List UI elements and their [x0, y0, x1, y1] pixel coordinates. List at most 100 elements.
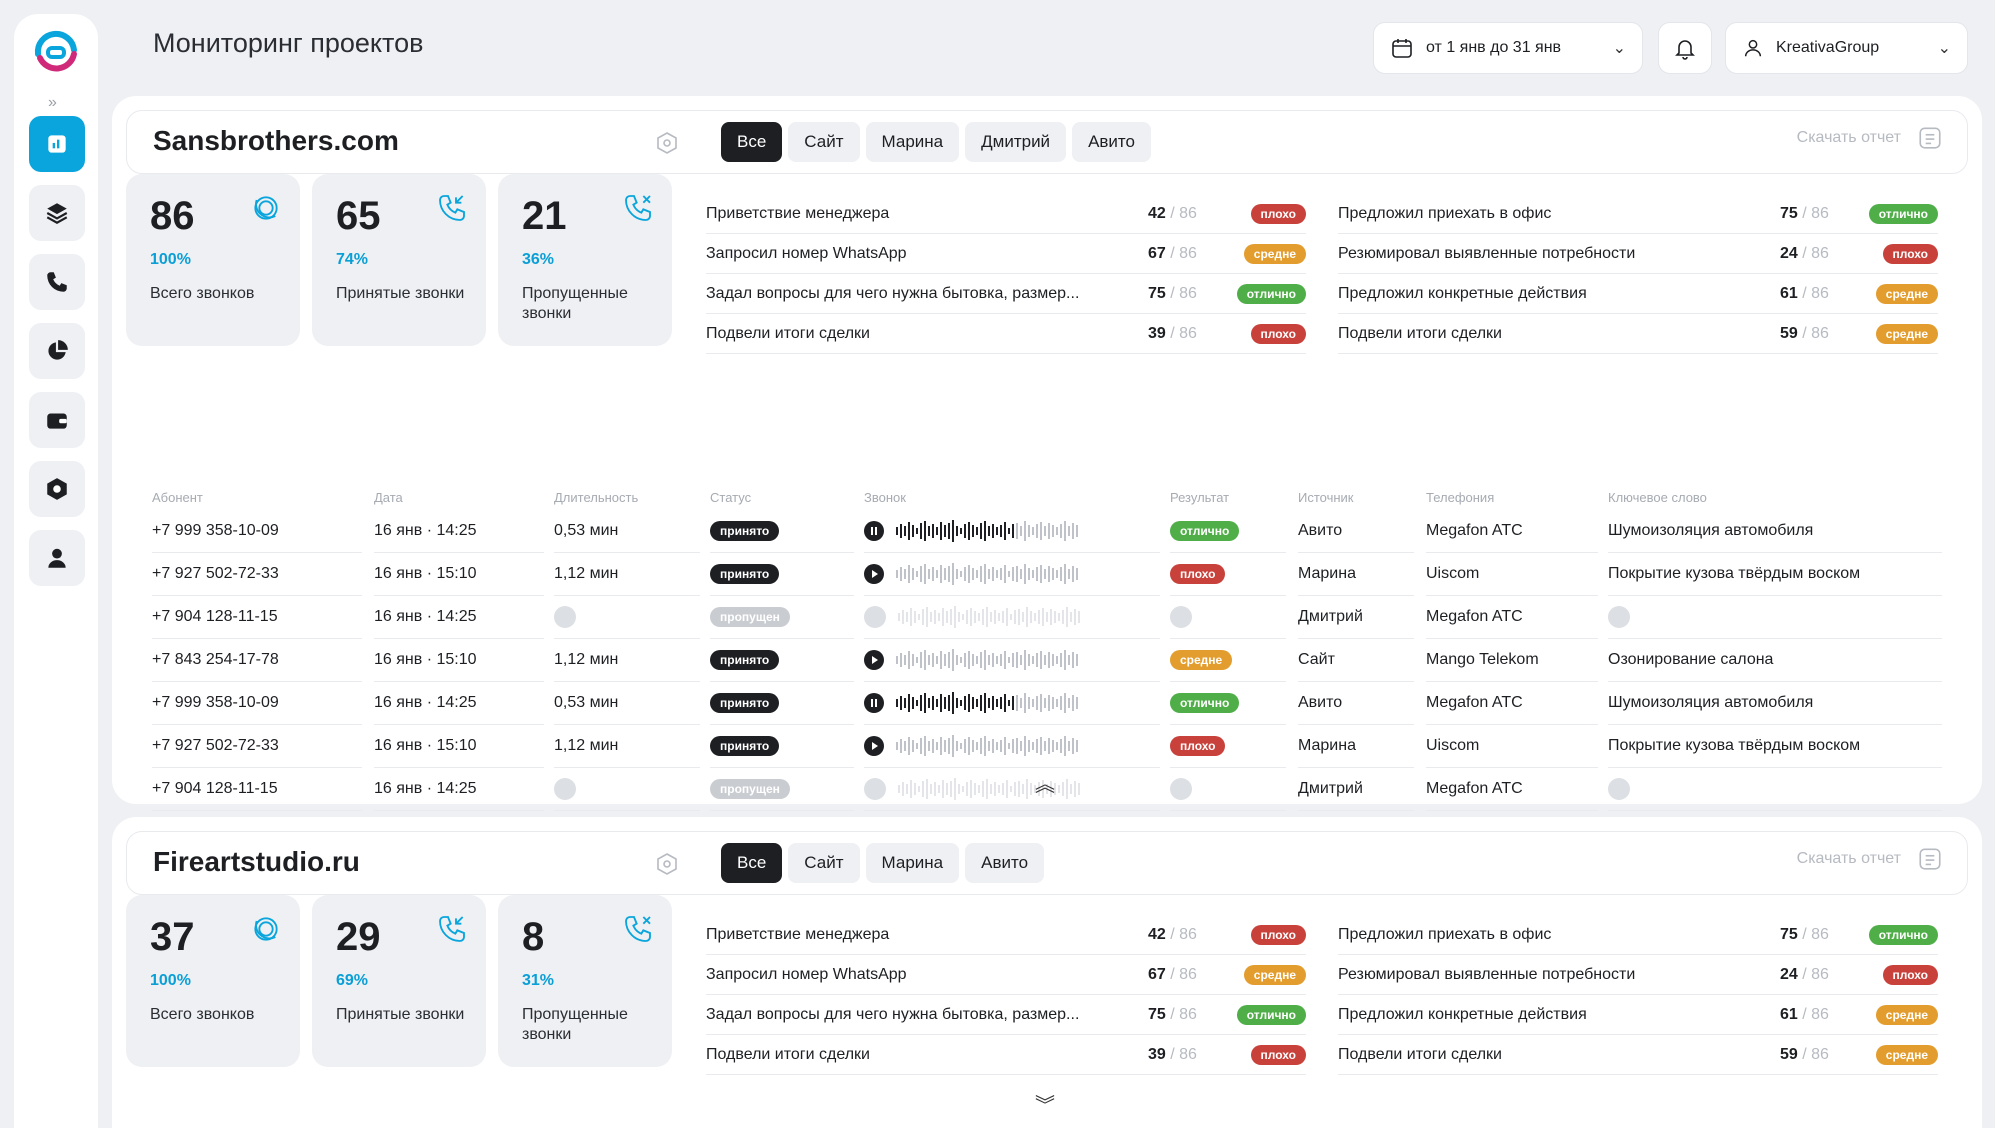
nav-profile[interactable]	[29, 530, 85, 586]
cell-status: принято	[710, 725, 854, 768]
empty-dot-icon	[1608, 606, 1630, 628]
project-settings-icon[interactable]	[655, 131, 679, 155]
stat-value: 37	[150, 915, 195, 960]
rating-badge: отлично	[1237, 1005, 1306, 1025]
stat-card: 37 100% Всего звонков	[126, 895, 300, 1067]
call-keyword: Шумоизоляция автомобиля	[1608, 694, 1813, 712]
call-telephony: Uiscom	[1426, 737, 1479, 755]
cell-keyword: Покрытие кузова твёрдым воском	[1608, 553, 1942, 596]
rating-badge: плохо	[1883, 965, 1938, 985]
rating-badge: плохо	[1251, 1045, 1306, 1065]
cell-duration	[554, 768, 700, 811]
status-badge: принято	[710, 564, 779, 584]
tab-all[interactable]: Все	[721, 843, 782, 883]
rating-badge: плохо	[1251, 204, 1306, 224]
criterion-row: Предложил конкретные действия 61 / 86 сред…	[1338, 274, 1938, 314]
tab-avito[interactable]: Авито	[965, 843, 1044, 883]
account-picker[interactable]: KreativaGroup ⌄	[1725, 22, 1968, 74]
result-badge: плохо	[1170, 564, 1225, 584]
status-badge: принято	[710, 693, 779, 713]
tab-site[interactable]: Сайт	[788, 843, 859, 883]
criterion-score-total: / 86	[1170, 926, 1197, 943]
cell-status: принято	[710, 682, 854, 725]
nav-settings[interactable]	[29, 461, 85, 517]
cell-source: Сайт	[1298, 639, 1414, 682]
cell-date: 16 янв · 14:25	[374, 768, 544, 811]
rating-badge: средне	[1876, 284, 1938, 304]
tab-marina[interactable]: Марина	[866, 122, 960, 162]
waveform[interactable]	[896, 563, 1078, 585]
tab-dmitry[interactable]: Дмитрий	[965, 122, 1066, 162]
expand-arrow-icon[interactable]: ︾	[1035, 1089, 1055, 1118]
waveform[interactable]	[898, 606, 1080, 628]
project-settings-icon[interactable]	[655, 852, 679, 876]
pause-icon[interactable]	[864, 521, 884, 541]
play-icon[interactable]	[864, 650, 884, 670]
cell-status: принято	[710, 510, 854, 553]
download-report-label: Скачать отчет	[1797, 850, 1901, 868]
criterion-score: 61 / 86	[1780, 285, 1850, 303]
criterion-score-total: / 86	[1802, 966, 1829, 983]
play-icon[interactable]	[864, 736, 884, 756]
tab-all[interactable]: Все	[721, 122, 782, 162]
cell-phone: +7 904 128-11-15	[152, 768, 362, 811]
waveform[interactable]	[896, 520, 1078, 542]
criterion-label: Задал вопросы для чего нужна бытовка, ра…	[706, 1006, 1148, 1024]
criterion-score: 42 / 86	[1148, 205, 1218, 223]
nav-wallet[interactable]	[29, 392, 85, 448]
nav-calls[interactable]	[29, 254, 85, 310]
cell-phone: +7 904 128-11-15	[152, 596, 362, 639]
empty-dot-icon	[1170, 778, 1192, 800]
stat-label: Пропущенные звонки	[522, 284, 652, 324]
collapse-arrow-icon[interactable]: ︽	[1035, 768, 1055, 797]
nav-analytics[interactable]	[29, 323, 85, 379]
criterion-score-value: 75	[1780, 205, 1798, 222]
call-keyword: Озонирование салона	[1608, 651, 1773, 669]
criterion-row: Приветствие менеджера 42 / 86 плохо	[706, 915, 1306, 955]
notifications-button[interactable]	[1658, 22, 1712, 74]
criterion-score-value: 24	[1780, 245, 1798, 262]
waveform[interactable]	[896, 692, 1078, 714]
report-icon	[1917, 846, 1943, 872]
cell-result	[1170, 596, 1286, 639]
criterion-score-total: / 86	[1802, 245, 1829, 262]
phone-missed-icon	[622, 913, 654, 950]
project-card: Fireartstudio.ru Все Сайт Марина Авито С…	[112, 817, 1982, 1128]
cell-status: принято	[710, 639, 854, 682]
cell-result: средне	[1170, 639, 1286, 682]
call-duration: 0,53 мин	[554, 522, 618, 540]
nav-projects[interactable]	[29, 185, 85, 241]
rating-badge: плохо	[1251, 925, 1306, 945]
waveform[interactable]	[896, 649, 1078, 671]
phone-icon	[44, 269, 70, 295]
criterion-score-value: 24	[1780, 966, 1798, 983]
date-range-picker[interactable]: от 1 янв до 31 янв ⌄	[1373, 22, 1643, 74]
phone-missed-icon	[622, 192, 654, 229]
cell-source: Дмитрий	[1298, 596, 1414, 639]
stat-percent: 100%	[150, 251, 191, 269]
criterion-score-total: / 86	[1170, 245, 1197, 262]
subscriber-phone: +7 904 128-11-15	[152, 608, 278, 626]
criterion-score-value: 67	[1148, 966, 1166, 983]
cell-audio	[864, 553, 1160, 596]
call-source: Дмитрий	[1298, 608, 1363, 626]
nav-dashboard[interactable]	[29, 116, 85, 172]
column-header: Источник	[1298, 490, 1354, 505]
tab-marina[interactable]: Марина	[866, 843, 960, 883]
stat-percent: 100%	[150, 972, 191, 990]
stat-value: 29	[336, 915, 381, 960]
result-badge: плохо	[1170, 736, 1225, 756]
expand-sidebar-icon[interactable]: »	[48, 94, 57, 112]
tab-avito[interactable]: Авито	[1072, 122, 1151, 162]
pause-icon[interactable]	[864, 693, 884, 713]
criterion-score: 59 / 86	[1780, 1046, 1850, 1064]
download-report-button[interactable]: Скачать отчет	[1797, 846, 1943, 872]
call-source: Авито	[1298, 522, 1342, 540]
stat-value: 86	[150, 194, 195, 239]
play-icon[interactable]	[864, 564, 884, 584]
waveform[interactable]	[896, 735, 1078, 757]
download-report-button[interactable]: Скачать отчет	[1797, 125, 1943, 151]
criterion-label: Подвели итоги сделки	[1338, 1046, 1780, 1064]
subscriber-phone: +7 999 358-10-09	[152, 694, 279, 712]
tab-site[interactable]: Сайт	[788, 122, 859, 162]
